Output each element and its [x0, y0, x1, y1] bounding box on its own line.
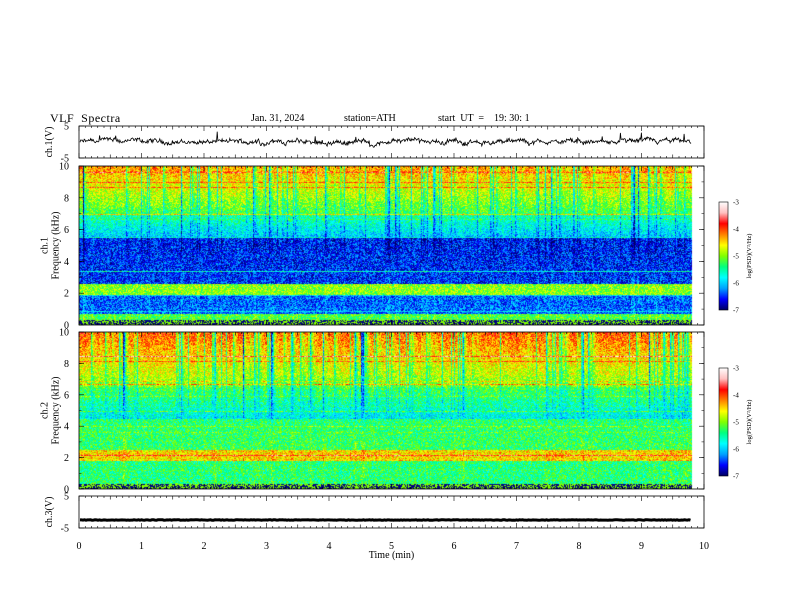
y-axis-label: Frequency (kHz)	[51, 376, 62, 444]
start-time-label: start UT = 19: 30: 1	[438, 113, 530, 124]
y-axis-label-group: ch.3(V)	[44, 497, 55, 528]
y-tick-label: 6	[64, 390, 69, 401]
y-tick-label: 10	[59, 328, 69, 339]
colorbar-tick-label: -4	[733, 392, 739, 400]
x-tick-label: 9	[639, 541, 644, 552]
x-tick-label: 3	[264, 541, 269, 552]
spectrogram-ch1-panel	[79, 166, 704, 325]
y-tick-label: 5	[64, 492, 69, 503]
y-tick-label: 8	[64, 359, 69, 370]
x-tick-label: 0	[77, 541, 82, 552]
colorbar-tick-label: -6	[733, 280, 739, 288]
y-axis-label: ch.1(V)	[44, 127, 55, 158]
colorbar-ch1: -3 -4 -5 -6 -7 log(PSD)(V²/Hz)	[718, 199, 753, 315]
colorbar-tick-label: -5	[733, 253, 739, 261]
y-tick-label: 6	[64, 225, 69, 236]
y-tick-label: 0	[64, 321, 69, 332]
colorbar-tick-label: -7	[733, 307, 739, 315]
spectrogram-ch2-panel	[79, 332, 704, 489]
x-tick-label: 6	[452, 541, 457, 552]
spectrogram-ch1-image	[79, 166, 704, 325]
y-tick-label: -5	[61, 524, 69, 535]
colorbar-label: log(PSD)(V²/Hz)	[746, 234, 753, 279]
colorbar-tick-label: -5	[733, 419, 739, 427]
y-axis-label: ch.1	[40, 237, 51, 254]
x-tick-label: 1	[139, 541, 144, 552]
y-tick-label: 10	[59, 162, 69, 173]
colorbar-ch2: -3 -4 -5 -6 -7 log(PSD)(V²/Hz)	[718, 365, 753, 481]
spectrogram-ch2-image	[79, 332, 704, 489]
x-tick-label: 8	[577, 541, 582, 552]
colorbar-tick-label: -4	[733, 226, 739, 234]
y-tick-label: 8	[64, 193, 69, 204]
colorbar-tick-label: -3	[733, 199, 739, 207]
x-tick-label: 5	[389, 541, 394, 552]
y-axis-label-group: ch.1(V)	[44, 127, 55, 158]
x-tick-label: 2	[202, 541, 207, 552]
colorbar-scale	[718, 201, 729, 311]
y-axis-label-group: ch.1 Frequency (kHz)	[40, 211, 62, 279]
x-tick-label: 7	[514, 541, 519, 552]
y-axis-label: Frequency (kHz)	[51, 211, 62, 279]
station-label: station=ATH	[344, 113, 396, 124]
colorbars: -3 -4 -5 -6 -7 log(PSD)(V²/Hz) -3 -4 -5 -6 -7 log(P…	[718, 199, 753, 481]
y-tick-label: 4	[64, 257, 69, 268]
colorbar-tick-label: -7	[733, 473, 739, 481]
y-tick-label: 5	[64, 122, 69, 133]
waveform-ch1-line	[79, 131, 692, 148]
y-tick-label: 2	[64, 453, 69, 464]
colorbar-scale	[718, 367, 729, 477]
x-axis-label: Time (min)	[369, 550, 414, 561]
colorbar-label-group: log(PSD)(V²/Hz)	[746, 400, 753, 445]
y-axis-label: ch.2	[40, 402, 51, 419]
y-tick-label: 0	[64, 485, 69, 496]
y-tick-label: 4	[64, 422, 69, 433]
x-tick-label: 4	[327, 541, 332, 552]
colorbar-tick-label: -3	[733, 365, 739, 373]
chart-title: VLF Spectra	[50, 111, 121, 125]
y-tick-label: -5	[61, 154, 69, 165]
colorbar-tick-label: -6	[733, 446, 739, 454]
recording-date: Jan. 31, 2024	[251, 113, 305, 124]
colorbar-label-group: log(PSD)(V²/Hz)	[746, 234, 753, 279]
x-tick-label: 10	[699, 541, 709, 552]
y-tick-label: 2	[64, 289, 69, 300]
y-axis-label-group: ch.2 Frequency (kHz)	[40, 376, 62, 444]
colorbar-label: log(PSD)(V²/Hz)	[746, 400, 753, 445]
waveform-ch1-panel	[79, 131, 692, 148]
y-axis-label: ch.3(V)	[44, 497, 55, 528]
